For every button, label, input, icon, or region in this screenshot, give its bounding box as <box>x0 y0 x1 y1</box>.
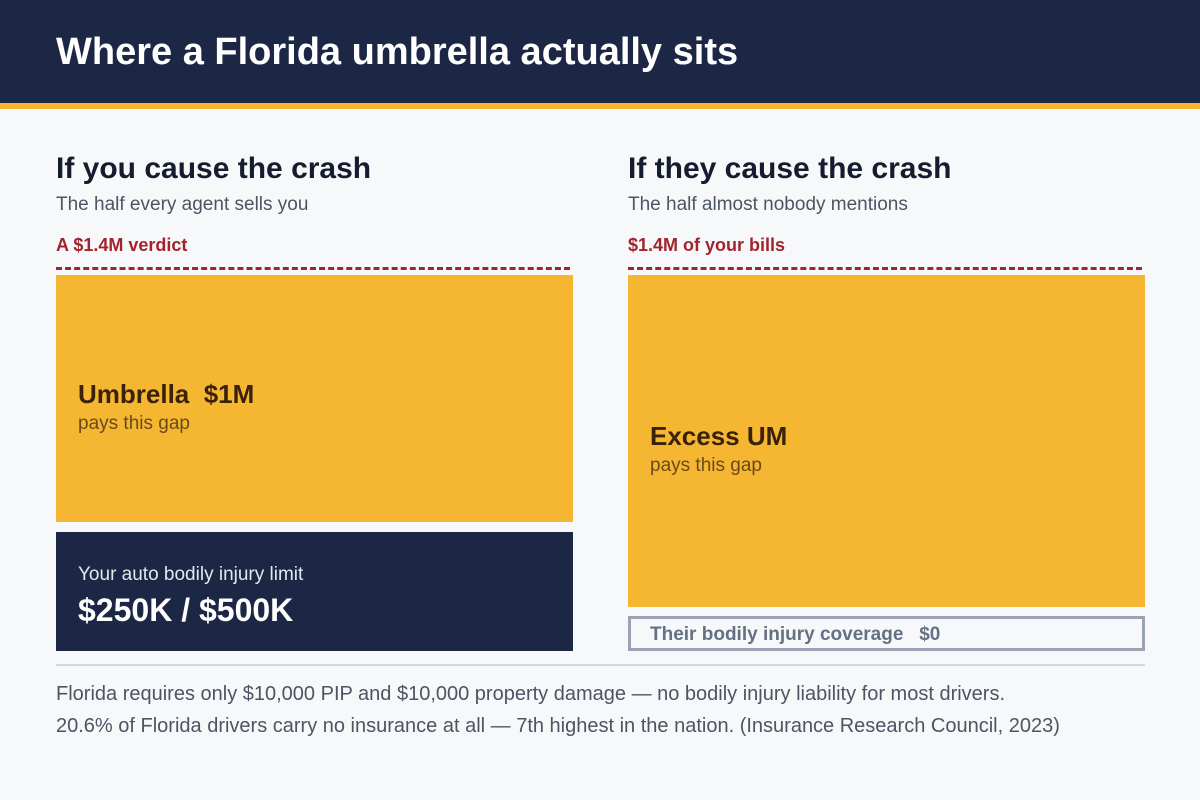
page-title: Where a Florida umbrella actually sits <box>56 31 739 73</box>
excess-um-note: pays this gap <box>650 455 762 476</box>
footer-divider <box>56 664 1145 666</box>
umbrella-label: Umbrella $1M <box>78 379 255 409</box>
footer-line-1: Florida requires only $10,000 PIP and $1… <box>56 683 1006 705</box>
left-heading: If you cause the crash <box>56 152 372 185</box>
auto-liability-value: $250K / $500K <box>78 592 294 628</box>
umbrella-block: Umbrella $1M pays this gap <box>56 275 573 522</box>
header-accent-stripe <box>0 103 1200 109</box>
auto-liability-label: Your auto bodily injury limit <box>78 564 304 585</box>
auto-liability-block: Your auto bodily injury limit $250K / $5… <box>56 532 573 651</box>
their-coverage-label: Their bodily injury coverage $0 <box>650 624 941 645</box>
left-verdict-label: A $1.4M verdict <box>56 235 188 255</box>
left-verdict-dashed-line <box>56 267 570 270</box>
right-bills-label: $1.4M of your bills <box>628 235 786 255</box>
right-bills-dashed-line <box>628 267 1142 270</box>
header-bar <box>0 0 1200 103</box>
left-subheading: The half every agent sells you <box>56 194 309 215</box>
right-heading: If they cause the crash <box>628 152 952 185</box>
their-coverage-block: Their bodily injury coverage $0 <box>628 616 1145 651</box>
excess-um-label: Excess UM <box>650 421 788 451</box>
right-subheading: The half almost nobody mentions <box>628 194 908 215</box>
footer-line-2: 20.6% of Florida drivers carry no insura… <box>56 715 1060 737</box>
excess-um-block: Excess UM pays this gap <box>628 275 1145 607</box>
umbrella-note: pays this gap <box>78 413 190 434</box>
